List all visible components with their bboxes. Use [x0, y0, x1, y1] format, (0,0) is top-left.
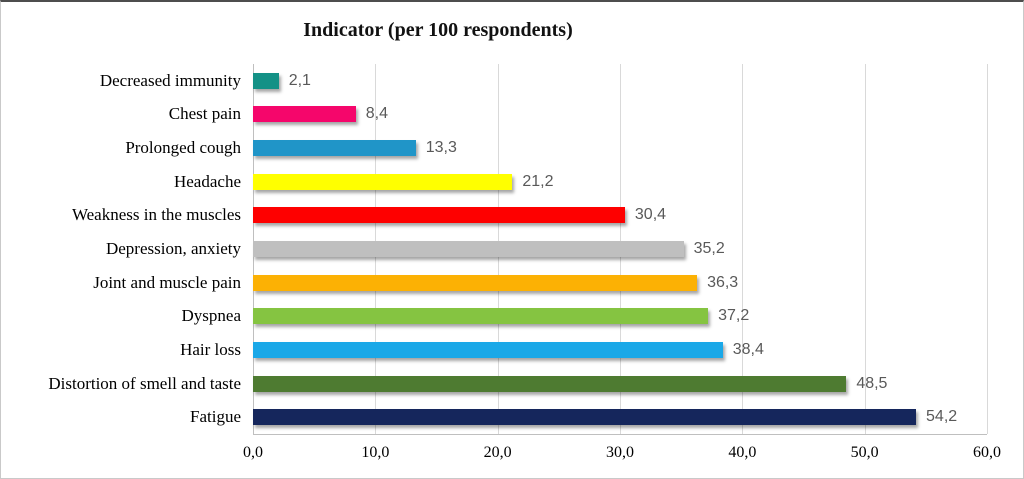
x-tick-label: 40,0: [728, 444, 757, 461]
bar: [253, 241, 684, 258]
bar: [253, 72, 279, 89]
bar-row: 13,3: [253, 131, 987, 165]
bar: [253, 375, 847, 392]
category-label: Decreased immunity: [99, 70, 241, 90]
value-label: 54,2: [926, 408, 958, 426]
bar-row: 2,1: [253, 64, 987, 98]
plot-area: 2,1 8,4 13,3 21,2 30,4 35,2 36,3 37,2 38,4 48,5 54…: [253, 64, 988, 435]
category-label: Chest pain: [168, 104, 241, 124]
value-label: 8,4: [365, 105, 388, 123]
bar-row: 37,2: [253, 299, 987, 333]
category-label: Fatigue: [190, 407, 241, 427]
bar-row: 38,4: [253, 333, 987, 367]
x-tick-label: 10,0: [361, 444, 390, 461]
chart-title: Indicator (per 100 respondents): [303, 19, 573, 41]
category-label: Distortion of smell and taste: [48, 373, 241, 393]
value-label: 37,2: [718, 307, 750, 325]
bar-row: 8,4: [253, 98, 987, 132]
value-label: 38,4: [732, 340, 764, 358]
gridline: [864, 64, 866, 434]
x-tick-label: 60,0: [973, 444, 1001, 461]
x-axis: 0,0 10,0 20,0 30,0 40,0 50,0 60,0: [243, 444, 1001, 466]
bar-row: 30,4: [253, 199, 987, 233]
bar-row: 21,2: [253, 165, 987, 199]
value-label: 21,2: [522, 172, 554, 190]
bar: [253, 207, 625, 224]
bar: [253, 308, 709, 325]
bar: [253, 173, 513, 190]
x-tick-label: 0,0: [243, 444, 263, 461]
bar-row: 35,2: [253, 232, 987, 266]
category-labels: Decreased immunity Chest pain Prolonged co…: [1, 64, 241, 434]
value-label: 13,3: [425, 139, 457, 157]
category-label: Joint and muscle pain: [93, 272, 241, 292]
value-label: 30,4: [634, 206, 667, 224]
bar: [253, 409, 917, 426]
category-label: Depression, anxiety: [105, 239, 241, 259]
x-tick-label: 20,0: [483, 444, 512, 461]
bar: [253, 341, 723, 358]
bar: [253, 274, 698, 291]
category-label: Prolonged cough: [125, 138, 241, 158]
gridline: [742, 64, 744, 434]
bar-row: 48,5: [253, 367, 987, 401]
value-label: 2,1: [288, 71, 311, 89]
bar-row: 54,2: [253, 400, 987, 434]
x-tick-label: 30,0: [606, 444, 634, 461]
gridline: [987, 64, 988, 434]
bars: 2,1 8,4 13,3 21,2 30,4 35,2 36,3 37,2 38,4 48,5 54…: [253, 64, 987, 434]
value-label: 48,5: [856, 374, 888, 392]
bar: [253, 140, 416, 157]
category-label: Hair loss: [180, 339, 241, 359]
bar: [253, 106, 356, 123]
x-tick-label: 50,0: [850, 444, 879, 461]
category-label: Dyspnea: [181, 306, 241, 326]
value-label: 35,2: [693, 240, 725, 258]
category-label: Headache: [173, 171, 241, 191]
bar-row: 36,3: [253, 266, 987, 300]
category-label: Weakness in the muscles: [71, 205, 241, 225]
value-label: 36,3: [707, 273, 739, 291]
